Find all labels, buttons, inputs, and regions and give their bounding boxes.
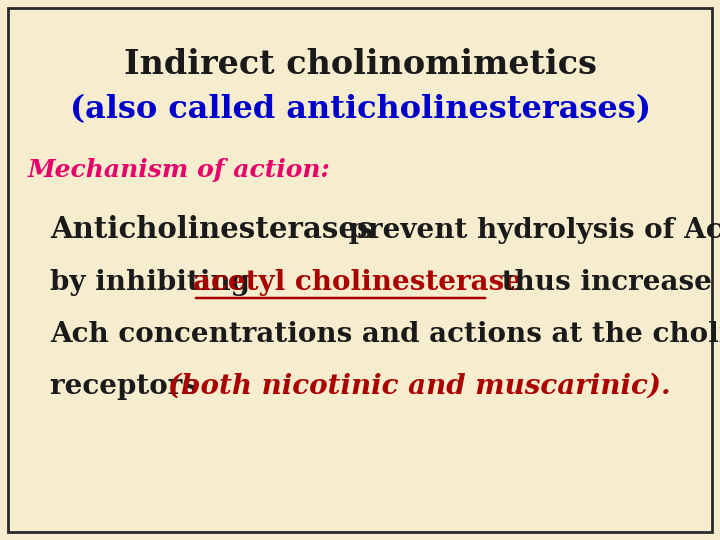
Text: (both nicotinic and muscarinic).: (both nicotinic and muscarinic). (168, 373, 670, 400)
Text: Indirect cholinomimetics: Indirect cholinomimetics (124, 49, 596, 82)
Text: acetyl cholinesterase: acetyl cholinesterase (193, 268, 522, 295)
Text: (also called anticholinesterases): (also called anticholinesterases) (70, 94, 650, 125)
Text: by inhibiting: by inhibiting (50, 268, 260, 295)
Text: Anticholinesterases: Anticholinesterases (50, 215, 374, 245)
Text: Mechanism of action:: Mechanism of action: (28, 158, 330, 182)
Text: thus increase: thus increase (492, 268, 712, 295)
Text: receptors: receptors (50, 373, 207, 400)
Text: prevent hydrolysis of Ach: prevent hydrolysis of Ach (339, 217, 720, 244)
Text: Ach concentrations and actions at the cholinergic: Ach concentrations and actions at the ch… (50, 321, 720, 348)
